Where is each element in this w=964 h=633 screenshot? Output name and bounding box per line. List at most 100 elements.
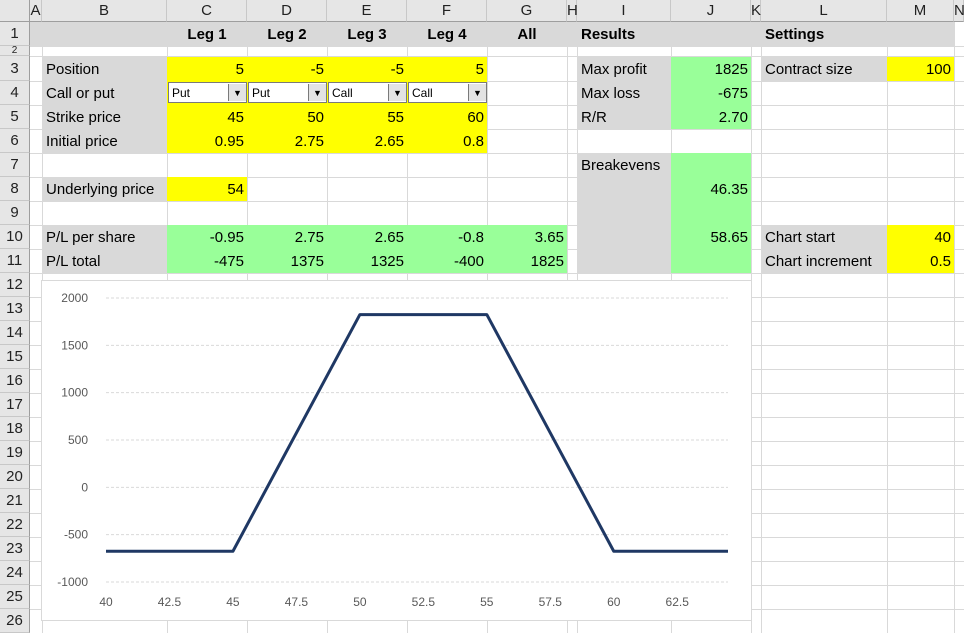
dropdown-arrow-icon[interactable]: ▼ <box>308 84 326 101</box>
row-header-24[interactable]: 24 <box>0 561 30 585</box>
leg2-position-input[interactable]: -5 <box>247 57 327 81</box>
underlying-price-label[interactable]: Underlying price <box>42 177 167 201</box>
column-header-e[interactable]: E <box>327 0 407 22</box>
max-profit-label[interactable]: Max profit <box>577 57 671 81</box>
all-pl-per-share[interactable]: 3.65 <box>534 228 564 246</box>
all-pl-total[interactable]: 1825 <box>530 252 564 270</box>
column-header-j[interactable]: J <box>671 0 751 22</box>
rr-value[interactable]: 2.70 <box>671 105 751 129</box>
breakeven-2-value[interactable]: 58.65 <box>710 228 748 246</box>
row-header-1[interactable]: 1 <box>0 22 30 46</box>
row-header-14[interactable]: 14 <box>0 321 30 345</box>
max-loss-value[interactable]: -675 <box>671 81 751 105</box>
column-header-k[interactable]: K <box>751 0 761 22</box>
max-profit-value[interactable]: 1825 <box>671 57 751 81</box>
column-header-a[interactable]: A <box>30 0 42 22</box>
column-header-b[interactable]: B <box>42 0 167 22</box>
breakeven-1-value[interactable]: 46.35 <box>710 180 748 198</box>
column-header-f[interactable]: F <box>407 0 487 22</box>
results-header[interactable]: Results <box>581 25 636 43</box>
leg3-header[interactable]: Leg 3 <box>347 25 387 43</box>
leg4-initial-price-input[interactable]: 0.8 <box>407 129 487 153</box>
leg4-header[interactable]: Leg 4 <box>427 25 467 43</box>
row-header-23[interactable]: 23 <box>0 537 30 561</box>
leg3-position-input[interactable]: -5 <box>327 57 407 81</box>
leg3-pl-total[interactable]: 1325 <box>370 252 404 270</box>
row-header-17[interactable]: 17 <box>0 393 30 417</box>
leg2-pl-total[interactable]: 1375 <box>290 252 324 270</box>
leg3-type-dropdown[interactable]: Call ▼ <box>328 82 407 103</box>
column-header-m[interactable]: M <box>887 0 954 22</box>
leg3-pl-per-share[interactable]: 2.65 <box>374 228 404 246</box>
row-header-19[interactable]: 19 <box>0 441 30 465</box>
underlying-price-input[interactable]: 54 <box>167 177 247 201</box>
call-or-put-label[interactable]: Call or put <box>42 81 167 105</box>
pl-per-share-label[interactable]: P/L per share <box>42 225 167 249</box>
leg1-strike-input[interactable]: 45 <box>167 105 247 129</box>
row-header-4[interactable]: 4 <box>0 81 30 105</box>
leg2-type-dropdown[interactable]: Put ▼ <box>248 82 327 103</box>
breakevens-label[interactable]: Breakevens <box>581 156 661 174</box>
row-header-11[interactable]: 11 <box>0 249 30 273</box>
leg2-pl-per-share[interactable]: 2.75 <box>294 228 324 246</box>
row-header-21[interactable]: 21 <box>0 489 30 513</box>
leg2-initial-price-input[interactable]: 2.75 <box>247 129 327 153</box>
leg2-header[interactable]: Leg 2 <box>267 25 307 43</box>
dropdown-arrow-icon[interactable]: ▼ <box>228 84 246 101</box>
leg4-position-input[interactable]: 5 <box>407 57 487 81</box>
column-header-c[interactable]: C <box>167 0 247 22</box>
contract-size-label[interactable]: Contract size <box>761 57 887 81</box>
leg1-header[interactable]: Leg 1 <box>187 25 227 43</box>
pl-total-label[interactable]: P/L total <box>42 249 167 273</box>
row-header-13[interactable]: 13 <box>0 297 30 321</box>
contract-size-input[interactable]: 100 <box>887 57 954 81</box>
chart-increment-label[interactable]: Chart increment <box>761 249 887 273</box>
leg3-strike-input[interactable]: 55 <box>327 105 407 129</box>
leg1-type-dropdown[interactable]: Put ▼ <box>168 82 247 103</box>
column-header-l[interactable]: L <box>761 0 887 22</box>
row-header-16[interactable]: 16 <box>0 369 30 393</box>
leg1-pl-per-share[interactable]: -0.95 <box>209 228 244 246</box>
dropdown-arrow-icon[interactable]: ▼ <box>468 84 486 101</box>
row-header-10[interactable]: 10 <box>0 225 30 249</box>
select-all-corner[interactable] <box>0 0 30 22</box>
chart-increment-input[interactable]: 0.5 <box>887 249 954 273</box>
position-label[interactable]: Position <box>42 57 167 81</box>
initial-price-label[interactable]: Initial price <box>42 129 167 153</box>
leg3-initial-price-input[interactable]: 2.65 <box>327 129 407 153</box>
column-header-h[interactable]: H <box>567 0 578 22</box>
row-header-6[interactable]: 6 <box>0 129 30 153</box>
row-header-15[interactable]: 15 <box>0 345 30 369</box>
row-header-22[interactable]: 22 <box>0 513 30 537</box>
strike-price-label[interactable]: Strike price <box>42 105 167 129</box>
row-header-9[interactable]: 9 <box>0 201 30 225</box>
column-header-d[interactable]: D <box>247 0 327 22</box>
dropdown-arrow-icon[interactable]: ▼ <box>388 84 406 101</box>
max-loss-label[interactable]: Max loss <box>577 81 671 105</box>
leg4-pl-total[interactable]: -400 <box>453 252 484 270</box>
pl-chart[interactable]: 2000 1500 1000 500 0 -500 -1000 40 42.5 45 47.5 50 5… <box>41 280 752 621</box>
leg4-pl-per-share[interactable]: -0.8 <box>458 228 484 246</box>
row-header-7[interactable]: 7 <box>0 153 30 177</box>
row-header-18[interactable]: 18 <box>0 417 30 441</box>
rr-label[interactable]: R/R <box>577 105 671 129</box>
column-header-n[interactable]: N <box>954 0 964 22</box>
all-header[interactable]: All <box>517 25 537 43</box>
row-header-8[interactable]: 8 <box>0 177 30 201</box>
leg1-pl-total[interactable]: -475 <box>213 252 244 270</box>
row-header-20[interactable]: 20 <box>0 465 30 489</box>
pl-series-line[interactable] <box>106 313 728 553</box>
row-header-25[interactable]: 25 <box>0 585 30 609</box>
chart-start-input[interactable]: 40 <box>887 225 954 249</box>
chart-start-label[interactable]: Chart start <box>761 225 887 249</box>
row-header-2[interactable]: 2 <box>0 46 30 56</box>
leg2-strike-input[interactable]: 50 <box>247 105 327 129</box>
column-header-i[interactable]: I <box>577 0 671 22</box>
leg1-position-input[interactable]: 5 <box>167 57 247 81</box>
leg4-type-dropdown[interactable]: Call ▼ <box>408 82 487 103</box>
settings-header[interactable]: Settings <box>765 25 825 43</box>
leg1-initial-price-input[interactable]: 0.95 <box>167 129 247 153</box>
column-header-g[interactable]: G <box>487 0 567 22</box>
row-header-5[interactable]: 5 <box>0 105 30 129</box>
leg4-strike-input[interactable]: 60 <box>407 105 487 129</box>
